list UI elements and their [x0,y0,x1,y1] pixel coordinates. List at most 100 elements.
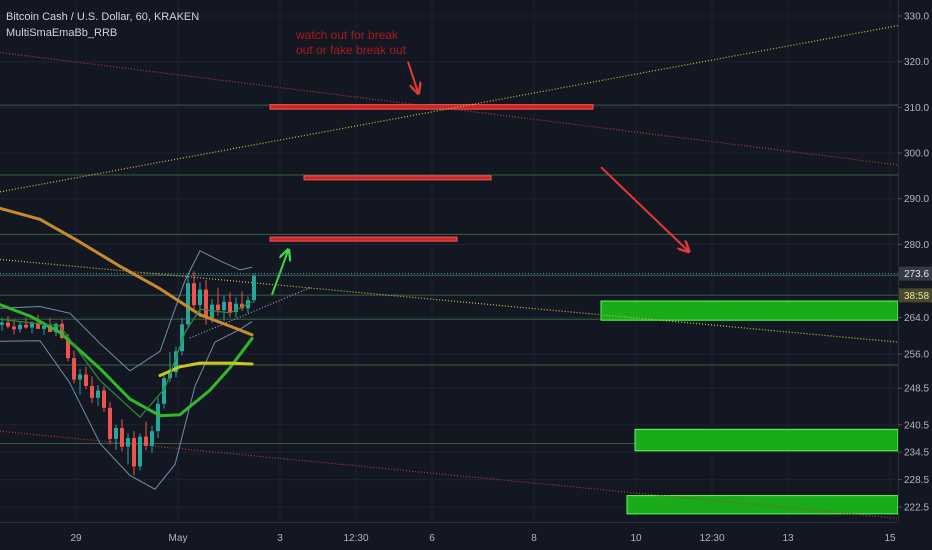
countdown-label: 38:58 [904,291,929,302]
candle-body [96,390,100,398]
y-tick-label: 330.0 [904,12,929,23]
x-tick-label: May [169,533,188,544]
candle-body [12,326,16,330]
candle-body [108,407,112,439]
annotation-text: watch out for break out or fake break ou… [296,28,407,57]
x-tick-label: 13 [782,533,794,544]
current-price-label-bg [899,266,932,281]
trendline [0,51,899,166]
candle-body [78,374,82,380]
support-zone [626,495,899,515]
symbol-title[interactable]: Bitcoin Cash / U.S. Dollar, 60, KRAKEN [6,11,200,23]
y-tick-label: 222.5 [904,503,929,514]
candle-body [180,324,184,352]
candle-body [132,438,136,467]
candle-body [102,390,106,408]
annotation-arrows [271,61,688,295]
y-tick-label: 256.0 [904,349,929,360]
candle-body [234,303,238,312]
candle-body [216,304,220,311]
y-tick-label: 310.0 [904,103,929,114]
trendline [0,25,899,193]
chart-header: Bitcoin Cash / U.S. Dollar, 60, KRAKEN M… [6,9,199,41]
y-axis[interactable]: 330.0 320.0 310.0 300.0 290.0 280.0 264.0 256.0… [898,0,932,550]
candle-body [198,289,202,306]
bollinger-lower [0,321,253,490]
candle-body [120,427,124,447]
candle-body [66,338,70,359]
candle-body [24,324,28,328]
candle-body [30,323,34,328]
arrow-red [407,61,418,93]
y-tick-label: 290.0 [904,194,929,205]
candle-body [114,427,118,439]
grid-lines [0,0,898,522]
candle-body [126,438,130,447]
x-tick-label: 6 [429,533,435,544]
candle-body [174,351,178,373]
candle-body [210,304,214,318]
candlesticks [0,271,256,476]
arrow-green [271,251,288,295]
x-tick-label: 12:30 [343,533,368,544]
support-zone [634,428,899,452]
resistance-zone [269,236,458,242]
support-zone [600,300,899,321]
candle-body [252,275,256,301]
candle-body [186,283,190,325]
trendline [0,430,899,520]
candle-body [228,301,232,312]
bollinger-bands [0,250,253,490]
arrow-red [600,166,688,251]
candle-body [36,323,40,329]
candle-body [18,324,22,330]
candle-body [144,436,148,446]
x-axis-background [0,522,932,550]
resistance-zone [269,104,594,110]
y-tick-label: 228.5 [904,475,929,486]
candle-body [156,403,160,432]
y-tick-label: 240.5 [904,420,929,431]
x-tick-label: 12:30 [699,533,724,544]
trendline [189,287,311,339]
candle-body [138,436,142,467]
candle-body [84,374,88,386]
candle-body [48,325,52,333]
x-tick-label: 10 [630,533,642,544]
candle-body [192,283,196,306]
moving-average-line [158,361,254,377]
candle-body [54,323,58,333]
candle-body [72,358,76,380]
candle-body [150,431,154,446]
trendline [0,258,899,343]
x-tick-label: 29 [70,533,82,544]
moving-average-line [0,206,254,337]
indicator-title[interactable]: MultiSmaEmaBb_RRB [6,27,118,39]
price-zones [269,104,899,515]
candle-body [222,301,226,311]
candle-body [204,289,208,318]
resistance-zone [303,175,492,181]
candle-body [240,303,244,309]
x-axis[interactable]: 29 May 3 12:30 6 8 10 12:30 13 15 [0,522,932,550]
current-price-label: 273.6 [904,269,929,280]
moving-average-line [0,301,253,418]
y-tick-label: 248.5 [904,384,929,395]
trendlines [0,25,899,520]
candle-body [42,325,46,329]
x-tick-label: 3 [277,533,283,544]
candle-body [0,322,4,325]
countdown-label-bg [899,288,932,303]
y-tick-label: 234.5 [904,448,929,459]
candle-body [162,378,166,404]
y-tick-label: 264.0 [904,313,929,324]
moving-averages [0,206,254,418]
x-tick-label: 8 [531,533,537,544]
candle-body [60,323,64,339]
bollinger-upper [0,250,253,372]
candle-body [90,385,94,398]
x-tick-label: 15 [884,533,896,544]
y-tick-label: 320.0 [904,57,929,68]
